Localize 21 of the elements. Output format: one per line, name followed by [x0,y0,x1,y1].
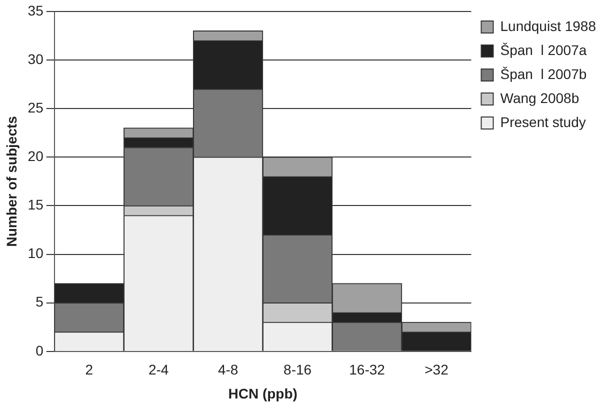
y-tick-label: 5 [36,294,44,310]
x-tick-label: 8-16 [284,362,312,378]
y-tick-label: 10 [28,245,44,262]
y-tick-label: 20 [28,148,44,164]
y-tick-label: 15 [28,196,44,213]
x-tick-label: >32 [424,362,449,378]
legend-label: Špan l 2007a [500,42,587,58]
y-axis-title: Number of subjects [3,116,20,247]
x-tick-label: 16-32 [349,362,386,378]
x-tick-label: 2 [85,362,94,378]
legend-label: Wang 2008b [500,90,580,106]
y-tick-label: 30 [28,50,44,67]
x-tick-label: 2-4 [148,362,169,378]
x-axis-title: HCN (ppb) [228,385,298,402]
y-tick-label: 35 [28,2,44,18]
y-tick-label: 25 [28,99,44,116]
legend-label: Present study [500,114,586,130]
legend-label: Špan l 2007b [500,66,587,82]
legend-label: Lundquist 1988 [500,18,596,34]
x-tick-label: 4-8 [218,362,238,378]
y-tick-label: 0 [36,342,44,358]
